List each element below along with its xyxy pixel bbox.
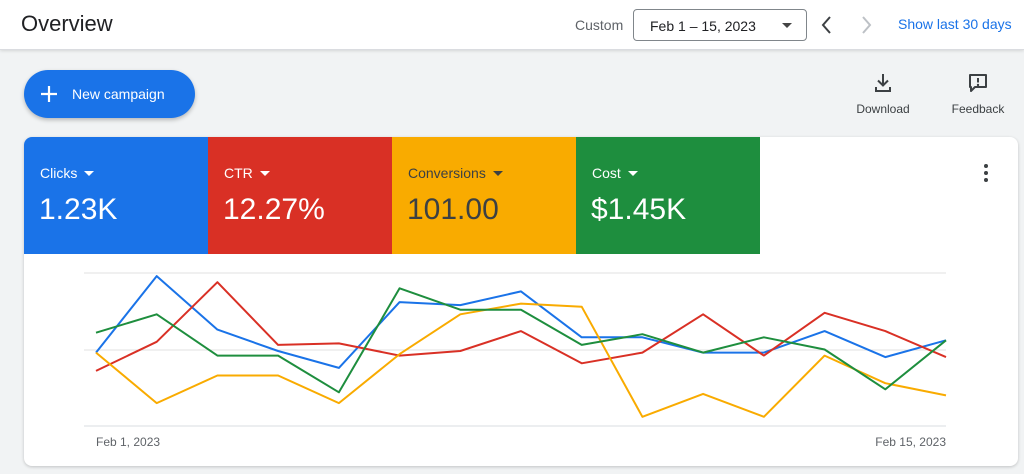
date-range-value: Feb 1 – 15, 2023: [650, 18, 756, 34]
x-tick-label-first: Feb 1, 2023: [96, 435, 160, 449]
top-bar: Overview Custom Feb 1 – 15, 2023 Show la…: [0, 0, 1024, 50]
series-line-ctr: [95, 281, 947, 372]
more-vert-icon: [984, 164, 988, 182]
scorecard-cost[interactable]: Cost $1.45K: [576, 137, 760, 254]
scorecard-conversions[interactable]: Conversions 101.00: [392, 137, 576, 254]
feedback-label: Feedback: [951, 102, 1005, 116]
caret-down-icon: [492, 171, 503, 176]
new-campaign-label: New campaign: [72, 86, 165, 102]
feedback-button[interactable]: Feedback: [946, 72, 1010, 118]
scorecard-ctr[interactable]: CTR 12.27%: [208, 137, 392, 254]
x-tick-label-last: Feb 15, 2023: [875, 435, 946, 449]
plus-icon: [41, 86, 57, 102]
series-line-cost: [95, 287, 947, 394]
show-last-30-days-link[interactable]: Show last 30 days: [898, 16, 1012, 32]
series-line-clicks: [95, 275, 947, 369]
scorecard-cost-label: Cost: [592, 165, 621, 181]
date-range-select[interactable]: Feb 1 – 15, 2023: [633, 9, 807, 41]
scorecard-clicks-value: 1.23K: [39, 193, 118, 226]
caret-down-icon: [259, 171, 270, 176]
scorecard-ctr-value: 12.27%: [223, 193, 325, 226]
download-label: Download: [856, 102, 910, 116]
previous-period-button[interactable]: [814, 12, 840, 38]
page-title: Overview: [21, 11, 113, 36]
series-line-conversions: [95, 302, 947, 418]
feedback-icon: [969, 74, 987, 92]
new-campaign-button[interactable]: New campaign: [24, 70, 195, 118]
next-period-button[interactable]: [853, 12, 879, 38]
chevron-right-icon: [862, 16, 872, 34]
scorecard-clicks[interactable]: Clicks 1.23K: [24, 137, 208, 254]
download-button[interactable]: Download: [850, 72, 916, 118]
scorecard-conversions-value: 101.00: [407, 193, 499, 226]
download-icon: [875, 74, 891, 92]
performance-line-chart: Feb 1, 2023 Feb 15, 2023: [84, 272, 947, 449]
chevron-left-icon: [821, 16, 831, 34]
scorecard-ctr-label: CTR: [224, 165, 253, 181]
caret-down-icon: [782, 23, 792, 28]
performance-card: Clicks 1.23K CTR 12.27% Conversions 101.…: [24, 137, 1018, 466]
caret-down-icon: [627, 171, 638, 176]
caret-down-icon: [84, 171, 95, 176]
scorecard-cost-value: $1.45K: [591, 193, 687, 226]
scorecard-clicks-label: Clicks: [40, 165, 78, 181]
scorecard-conversions-label: Conversions: [408, 165, 486, 181]
date-range-type-label: Custom: [575, 17, 624, 33]
more-options-button[interactable]: [974, 161, 998, 185]
